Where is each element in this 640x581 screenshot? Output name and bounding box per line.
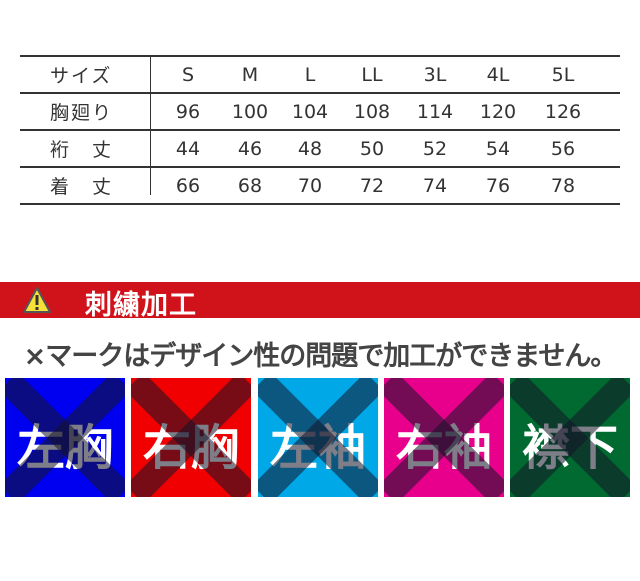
size-header-cell: 3L: [423, 63, 447, 86]
row-header: 着 丈: [50, 176, 114, 198]
table-cell: 100: [231, 100, 269, 123]
placement-panel: 左胸: [5, 378, 125, 497]
banner-title: 刺繍加工: [85, 290, 197, 321]
row-header: 胸廻り: [50, 102, 114, 124]
table-cell: 78: [550, 174, 576, 197]
placement-panel: 襟下: [510, 378, 630, 497]
size-table: サイズ S M L LL 3L 4L 5L 胸廻り 96 100 104 108 114 120 126…: [20, 55, 620, 205]
table-cell: 126: [544, 100, 582, 123]
table-cell: 54: [485, 137, 511, 160]
table-cell: 66: [175, 174, 201, 197]
table-cell: 52: [422, 137, 448, 160]
size-header-cell: 4L: [486, 63, 510, 86]
size-header-cell: 5L: [551, 63, 575, 86]
size-header-cell: S: [181, 63, 195, 86]
table-cell: 72: [359, 174, 385, 197]
table-row: 裄 丈 44 46 48 50 52 54 56: [20, 129, 620, 166]
table-cell: 48: [297, 137, 323, 160]
table-cell: 108: [353, 100, 391, 123]
table-cell: 44: [175, 137, 201, 160]
table-cell: 96: [175, 100, 201, 123]
table-cell: 68: [237, 174, 263, 197]
table-cell: 70: [297, 174, 323, 197]
placement-panel: 左袖: [258, 378, 378, 497]
table-row: 胸廻り 96 100 104 108 114 120 126: [20, 92, 620, 129]
table-cell: 76: [485, 174, 511, 197]
placement-panel: 右胸: [131, 378, 251, 497]
size-header-cell: M: [241, 63, 259, 86]
size-header-cell: LL: [361, 63, 383, 86]
table-cell: 46: [237, 137, 263, 160]
notice-text: ×マークはデザイン性の問題で加工ができません。: [23, 341, 618, 372]
embroidery-banner: 刺繍加工: [0, 282, 640, 321]
table-cell: 114: [416, 100, 454, 123]
row-header: サイズ: [50, 65, 113, 87]
table-cell: 104: [291, 100, 329, 123]
size-header-cell: L: [304, 63, 316, 86]
table-row: 着 丈 66 68 70 72 74 76 78: [20, 166, 620, 205]
placement-panel: 右袖: [384, 378, 504, 497]
table-divider: [150, 55, 151, 195]
table-header-row: サイズ S M L LL 3L 4L 5L: [20, 55, 620, 92]
table-cell: 74: [422, 174, 448, 197]
row-header: 裄 丈: [50, 139, 114, 161]
table-cell: 56: [550, 137, 576, 160]
table-cell: 50: [359, 137, 385, 160]
table-cell: 120: [479, 100, 517, 123]
warning-icon: [23, 287, 51, 313]
